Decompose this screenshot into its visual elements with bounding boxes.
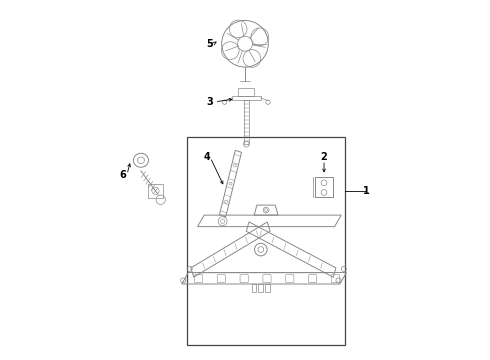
Text: 6: 6 (119, 170, 126, 180)
Text: 3: 3 (206, 97, 213, 107)
Text: 5: 5 (206, 39, 213, 49)
Text: 2: 2 (320, 152, 327, 162)
Text: 1: 1 (363, 186, 369, 196)
Bar (187, 137, 345, 345)
Text: 4: 4 (203, 152, 210, 162)
